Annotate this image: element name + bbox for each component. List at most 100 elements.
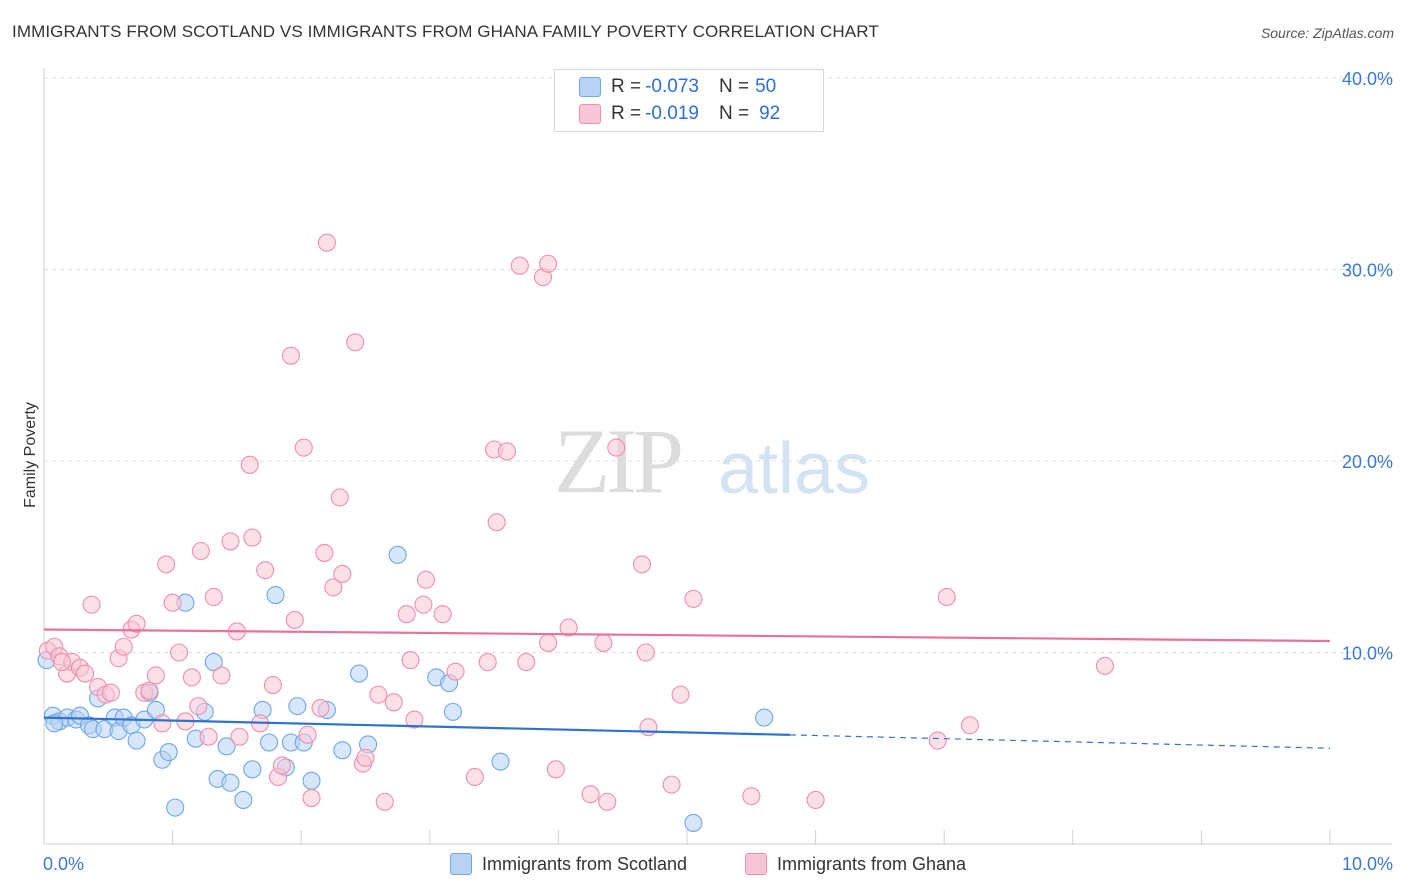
r-value: -0.019 (645, 103, 699, 124)
legend-swatch-scotland (450, 853, 472, 875)
ghana-point (414, 595, 433, 614)
scotland-point (755, 708, 774, 727)
scotland-point (221, 773, 240, 792)
r-label: R = (611, 103, 642, 124)
scotland-point (166, 798, 185, 817)
stats-row-scotland: R = -0.073 N = 50 (579, 74, 777, 100)
ghana-point (212, 666, 231, 685)
r-value: -0.073 (645, 76, 699, 97)
ghana-point (256, 561, 275, 580)
ghana-point (346, 333, 365, 352)
x-tick-label: 10.0% (1342, 854, 1393, 874)
ghana-point (163, 593, 182, 612)
ghana-point (684, 589, 703, 608)
ghana-point (742, 787, 761, 806)
n-label: N = (718, 76, 750, 97)
ghana-point (311, 698, 330, 718)
ghana-point (127, 614, 146, 633)
scotland-point (288, 697, 307, 716)
source-label: Source: ZipAtlas.com (1260, 25, 1394, 41)
ghana-point (317, 233, 336, 252)
chart-title: IMMIGRANTS FROM SCOTLAND VS IMMIGRANTS F… (12, 22, 879, 41)
legend-swatch-ghana (745, 853, 767, 875)
scotland-point (159, 743, 178, 762)
ghana-point (384, 693, 403, 712)
legend-label-scotland: Immigrants from Scotland (482, 853, 688, 874)
ghana-point (230, 727, 249, 746)
scotland-trend-line (43, 716, 790, 736)
ghana-point (294, 438, 313, 457)
ghana-point (101, 683, 120, 702)
y-tick-label: 30.0% (1342, 261, 1393, 281)
scotland-point (45, 714, 64, 733)
x-tick-label: 0.0% (43, 854, 84, 874)
ghana-point (446, 662, 465, 681)
ghana-point (433, 605, 452, 624)
ghana-point (281, 346, 300, 365)
ghana-point (636, 643, 655, 662)
ghana-point (333, 564, 352, 584)
scotland-point (684, 813, 703, 832)
ghana-point (182, 668, 201, 687)
scotland-swatch (579, 77, 601, 97)
scotland-point (388, 545, 407, 564)
ghana-point (546, 760, 565, 779)
ghana-point (146, 666, 165, 685)
ghana-point (465, 767, 484, 787)
stats-row-ghana: R = -0.019 N = 92 (579, 101, 780, 127)
ghana-point (330, 488, 349, 507)
ghana-point (671, 685, 690, 704)
watermark-atlas: atlas (718, 429, 871, 509)
scotland-point (266, 585, 285, 605)
y-tick-label: 20.0% (1342, 452, 1393, 472)
scotland-point (302, 771, 321, 790)
stats-box: R = -0.073 N = 50 R = -0.019 N = 92 (554, 69, 824, 132)
legend-label-ghana: Immigrants from Ghana (777, 853, 967, 874)
ghana-point (581, 785, 600, 804)
legend-item-scotland: Immigrants from Scotland (450, 852, 687, 876)
scotland-point (217, 737, 236, 756)
ghana-point (478, 653, 497, 672)
ghana-point (191, 541, 210, 561)
ghana-point (356, 748, 375, 767)
ghana-point (928, 731, 947, 750)
ghana-point (243, 528, 262, 547)
ghana-point (169, 643, 189, 662)
ghana-point (82, 595, 101, 614)
ghana-point (157, 555, 176, 574)
ghana-point (204, 587, 223, 607)
ghana-point (76, 664, 95, 683)
ghana-point (510, 256, 529, 275)
ghana-point (221, 532, 240, 551)
ghana-point (189, 697, 208, 716)
ghana-point (416, 570, 435, 589)
ghana-point (272, 756, 291, 775)
ghana-point (662, 775, 681, 794)
ghana-point (517, 653, 536, 672)
ghana-point (598, 792, 617, 811)
ghana-point (140, 681, 159, 700)
scotland-point (234, 790, 253, 810)
n-label: N = (718, 103, 750, 124)
ghana-point (302, 788, 321, 808)
ghana-point (639, 718, 658, 737)
ghana-point (397, 605, 416, 624)
n-value: 50 (755, 76, 777, 97)
ghana-point (298, 725, 317, 744)
scotland-point (491, 752, 510, 771)
scotland-point (243, 760, 262, 779)
ghana-point (806, 790, 825, 810)
scotland-point (204, 653, 223, 672)
ghana-point (594, 633, 613, 652)
scotland-point (259, 733, 279, 752)
ghana-point (607, 438, 626, 457)
scotland-point (443, 702, 462, 721)
ghana-point (315, 543, 334, 562)
ghana-point (153, 714, 172, 733)
ghana-point (375, 792, 394, 811)
ghana-point (487, 513, 506, 532)
ghana-point (1095, 656, 1114, 675)
ghana-point (285, 610, 304, 629)
legend-item-ghana: Immigrants from Ghana (745, 852, 966, 876)
ghana-point (52, 653, 72, 672)
